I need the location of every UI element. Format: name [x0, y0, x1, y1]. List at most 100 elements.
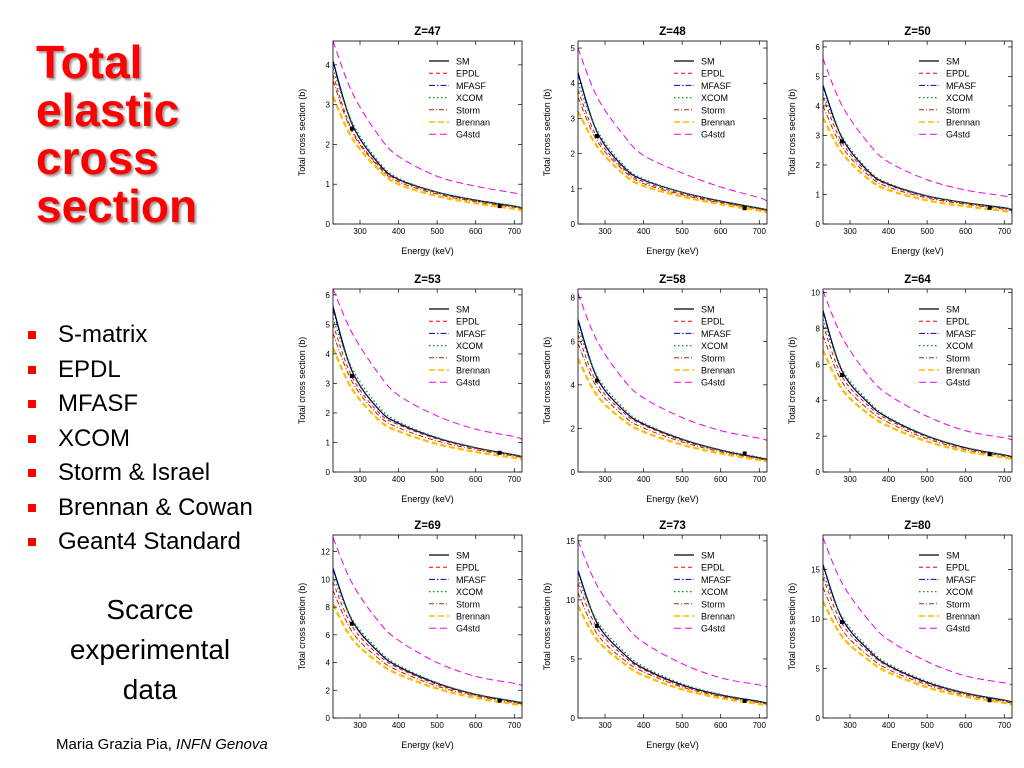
series-line-brennan: [823, 600, 1012, 706]
x-tick-label: 300: [843, 227, 857, 236]
slide-title: Total elastic cross section: [36, 38, 286, 230]
y-tick-label: 12: [321, 548, 330, 557]
y-tick-label: 10: [321, 575, 330, 584]
x-axis-label: Energy (keV): [401, 740, 454, 750]
experimental-point: [349, 374, 354, 379]
experimental-point: [839, 139, 844, 144]
legend-label: MFASF: [701, 575, 732, 585]
list-item-label: Brennan & Cowan: [58, 493, 253, 521]
list-item-label: S-matrix: [58, 321, 148, 348]
y-tick-label: 2: [571, 424, 576, 433]
legend-label: SM: [946, 57, 960, 67]
legend-label: G4std: [946, 130, 970, 140]
y-tick-label: 1: [326, 438, 331, 447]
legend-label: XCOM: [701, 587, 728, 597]
x-axis-label: Energy (keV): [646, 494, 699, 504]
legend-label: XCOM: [701, 93, 728, 103]
bullet-square-icon: [28, 538, 36, 546]
x-axis-label: Energy (keV): [646, 246, 699, 256]
chart-legend: SM EPDL MFASF XCOM Storm Brennan G4std: [674, 551, 735, 634]
legend-label: G4std: [456, 378, 480, 388]
legend-label: EPDL: [701, 69, 725, 79]
note-line: experimental: [69, 634, 231, 665]
chart-legend: SM EPDL MFASF XCOM Storm Brennan G4std: [919, 551, 980, 634]
y-tick-label: 6: [326, 631, 331, 640]
series-line-mfasf: [333, 569, 522, 704]
list-item-label: EPDL: [58, 355, 121, 383]
x-tick-label: 500: [675, 721, 689, 730]
legend-label: EPDL: [946, 69, 970, 79]
series-group: [578, 293, 767, 463]
series-line-brennan: [823, 117, 1012, 214]
y-tick-label: 10: [566, 596, 575, 605]
x-tick-label: 300: [353, 721, 367, 730]
y-tick-label: 4: [326, 350, 331, 359]
x-tick-label: 600: [959, 227, 973, 236]
series-group: [578, 540, 767, 707]
legend-label: XCOM: [456, 341, 483, 351]
experimental-point: [987, 205, 992, 210]
series-line-sm: [333, 60, 522, 209]
x-tick-label: 600: [714, 721, 728, 730]
legend-label: G4std: [456, 624, 480, 634]
list-item: XCOM: [28, 422, 253, 457]
scarce-data-note: Scarce experimental data: [40, 590, 260, 710]
y-tick-label: 0: [816, 220, 821, 229]
list-item: Storm & Israel: [28, 456, 253, 491]
y-tick-label: 4: [571, 381, 576, 390]
series-line-mfasf: [823, 312, 1012, 458]
series-line-mfasf: [823, 565, 1012, 703]
y-tick-label: 6: [816, 360, 821, 369]
series-line-brennan: [333, 603, 522, 707]
experimental-point: [349, 126, 354, 131]
series-line-brennan: [333, 96, 522, 212]
plot-frame: [577, 40, 768, 225]
author-name: Maria Grazia Pia,: [56, 736, 172, 753]
list-item-label: MFASF: [58, 390, 139, 417]
legend-label: MFASF: [701, 81, 732, 91]
series-line-xcom: [333, 68, 522, 209]
chart-legend: SM EPDL MFASF XCOM Storm Brennan G4std: [674, 305, 735, 388]
series-line-storm: [333, 80, 522, 210]
experimental-point: [742, 206, 747, 211]
series-line-g4std: [333, 289, 522, 440]
y-tick-label: 5: [326, 320, 331, 329]
series-group: [333, 289, 522, 461]
chart-panel: Z=69 300 400 500 600 700 0 2 4 6 8 10 12 Energy (keV)…: [297, 520, 523, 750]
x-tick-label: 400: [392, 227, 406, 236]
bullet-square-icon: [28, 434, 36, 443]
series-group: [333, 537, 522, 707]
legend-label: EPDL: [946, 563, 970, 573]
legend-label: XCOM: [946, 93, 973, 103]
y-tick-label: 15: [566, 537, 575, 546]
x-tick-label: 600: [714, 227, 728, 236]
x-tick-label: 500: [430, 227, 444, 236]
x-tick-label: 700: [998, 227, 1012, 236]
y-tick-label: 1: [326, 180, 331, 189]
legend-label: EPDL: [456, 563, 480, 573]
series-line-epdl: [333, 324, 522, 458]
y-axis-label: Total cross section (b): [542, 89, 552, 177]
y-tick-label: 4: [571, 79, 576, 88]
bullet-square-icon: [28, 503, 36, 512]
legend-label: G4std: [946, 378, 970, 388]
plot-frame: [577, 288, 768, 473]
series-line-xcom: [823, 93, 1012, 211]
chart-panel: Z=53 300 400 500 600 700 0 1 2 3 4 5 6 Energy (keV) To…: [297, 274, 523, 504]
chart-panel: Z=64 300 400 500 600 700 0 2 4 6 8 10 Energy (keV) To…: [787, 274, 1013, 504]
legend-label: Brennan: [946, 118, 980, 128]
chart-title: Z=58: [659, 274, 686, 286]
legend-label: SM: [946, 551, 960, 561]
author-footer: Maria Grazia Pia, INFN Genova: [56, 736, 268, 753]
y-tick-label: 1: [816, 190, 821, 199]
x-tick-label: 600: [469, 227, 483, 236]
title-line: cross: [36, 132, 159, 184]
x-tick-label: 600: [959, 475, 973, 484]
x-tick-label: 400: [637, 475, 651, 484]
plot-frame: [822, 288, 1013, 473]
chart-legend: SM EPDL MFASF XCOM Storm Brennan G4std: [919, 57, 980, 140]
series-line-brennan: [578, 358, 767, 463]
y-tick-label: 2: [326, 140, 331, 149]
author-affiliation: INFN Genova: [176, 736, 268, 753]
